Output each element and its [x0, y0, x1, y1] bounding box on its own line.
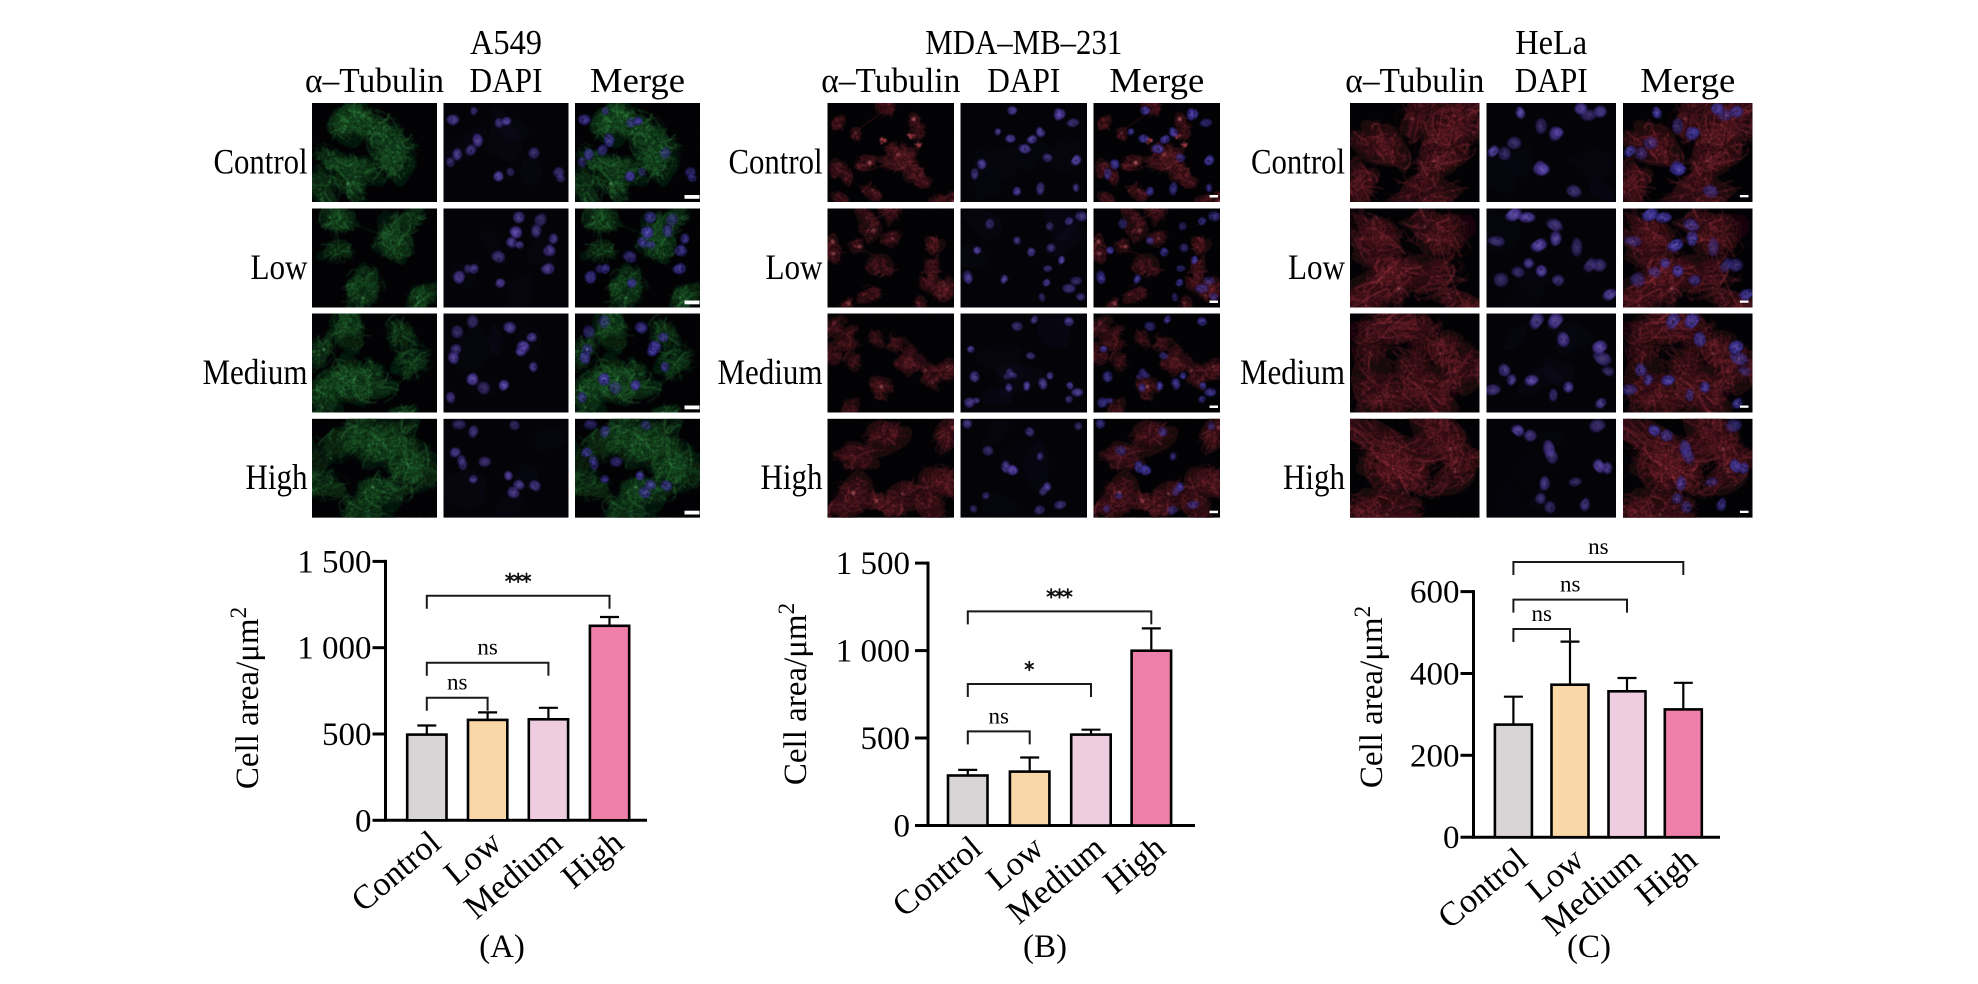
- svg-text:ns: ns: [477, 635, 498, 660]
- svg-text:1 000: 1 000: [836, 634, 910, 670]
- svg-text:600: 600: [1410, 575, 1460, 611]
- svg-text:DAPI: DAPI: [987, 61, 1060, 100]
- svg-text:Medium: Medium: [1240, 352, 1345, 392]
- svg-text:1 500: 1 500: [836, 546, 910, 582]
- svg-text:(A): (A): [479, 929, 525, 965]
- svg-text:ns: ns: [447, 670, 468, 695]
- svg-text:500: 500: [322, 717, 372, 753]
- svg-text:Merge: Merge: [1640, 61, 1735, 100]
- svg-text:High: High: [246, 457, 308, 497]
- svg-text:DAPI: DAPI: [1515, 61, 1588, 100]
- svg-text:α–Tubulin: α–Tubulin: [821, 61, 960, 100]
- svg-text:α–Tubulin: α–Tubulin: [1345, 61, 1484, 100]
- svg-text:Medium: Medium: [718, 352, 823, 392]
- svg-text:HeLa: HeLa: [1515, 23, 1587, 62]
- svg-text:ns: ns: [988, 703, 1009, 728]
- svg-text:(C): (C): [1567, 929, 1611, 965]
- svg-text:ns: ns: [1531, 601, 1552, 626]
- svg-text:Cell area/μm2: Cell area/μm2: [226, 607, 266, 789]
- svg-text:1 500: 1 500: [297, 544, 371, 580]
- svg-text:0: 0: [894, 809, 911, 845]
- svg-text:α–Tubulin: α–Tubulin: [305, 61, 444, 100]
- svg-text:Low: Low: [251, 247, 308, 287]
- svg-text:1 000: 1 000: [297, 631, 371, 667]
- svg-text:(B): (B): [1023, 929, 1067, 965]
- svg-text:Cell area/μm2: Cell area/μm2: [1350, 606, 1390, 788]
- svg-text:Low: Low: [1288, 247, 1345, 287]
- svg-text:MDA–MB–231: MDA–MB–231: [925, 23, 1122, 62]
- svg-text:Control: Control: [729, 142, 823, 182]
- svg-text:0: 0: [1443, 820, 1460, 856]
- svg-text:ns: ns: [1588, 534, 1609, 559]
- svg-text:Low: Low: [766, 247, 823, 287]
- svg-text:DAPI: DAPI: [470, 61, 543, 100]
- svg-text:Cell area/μm2: Cell area/μm2: [774, 603, 814, 785]
- svg-text:A549: A549: [470, 23, 542, 62]
- svg-text:Merge: Merge: [1109, 61, 1204, 100]
- svg-text:High: High: [1283, 457, 1345, 497]
- svg-text:Control: Control: [214, 142, 308, 182]
- svg-text:400: 400: [1410, 657, 1460, 693]
- svg-text:200: 200: [1410, 738, 1460, 774]
- svg-text:High: High: [761, 457, 823, 497]
- svg-text:Merge: Merge: [590, 61, 685, 100]
- svg-text:Medium: Medium: [203, 352, 308, 392]
- svg-text:0: 0: [355, 803, 372, 839]
- svg-text:Control: Control: [1251, 142, 1345, 182]
- svg-text:ns: ns: [1560, 572, 1581, 597]
- svg-text:500: 500: [861, 721, 911, 757]
